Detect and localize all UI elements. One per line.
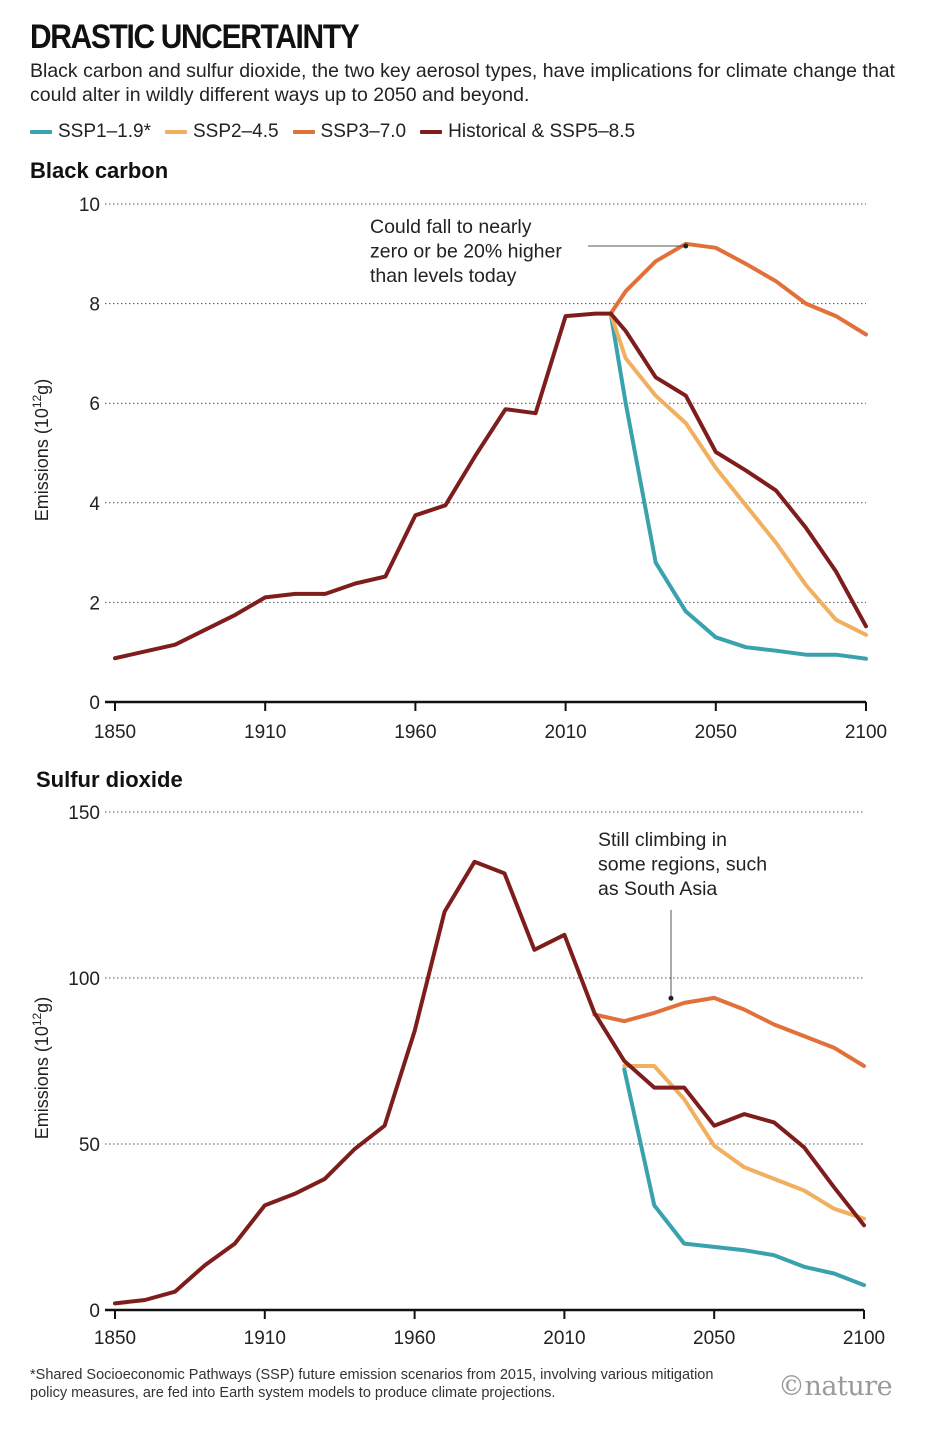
legend-swatch-historical	[420, 130, 443, 134]
chart-bc-annotation-dot	[683, 243, 689, 249]
legend-swatch-ssp3	[292, 130, 315, 134]
chart-so-x-tick-label: 1910	[244, 1328, 286, 1349]
chart-bc-annotation-line: Could fall to nearly	[370, 216, 532, 238]
page-title: DRASTIC UNCERTAINTY	[30, 18, 360, 56]
chart-bc-x-tick-label: 2050	[695, 722, 737, 743]
chart-so-annotation-line: some regions, such	[598, 854, 767, 876]
legend-label-ssp3: SSP3–7.0	[320, 121, 407, 142]
chart-so-x-tick-label: 1960	[393, 1328, 435, 1349]
legend-item-ssp3: SSP3–7.0	[292, 121, 407, 143]
chart-bc-y-tick-label: 0	[89, 693, 100, 714]
chart-bc-y-tick-label: 6	[89, 394, 100, 415]
chart-so-y-tick-label: 0	[89, 1301, 100, 1322]
legend-swatch-ssp1	[30, 130, 52, 134]
chart-bc-x-tick-label: 1910	[244, 722, 286, 743]
chart-bc-x-tick-label: 2100	[845, 722, 887, 743]
so-series-ssp2-line	[622, 1064, 866, 1221]
chart-bc-annotation-line: than levels today	[370, 265, 517, 287]
chart-bc-annotation-text: Could fall to nearly zero or be 20% highe…	[370, 216, 562, 287]
bc-series-ssp3-line	[608, 241, 868, 337]
bc-series-ssp1-line	[608, 311, 868, 661]
nature-logo: ©nature	[778, 1371, 893, 1402]
chart-so-y-tick-label: 100	[68, 969, 100, 990]
so-series-ssp3-line	[592, 995, 866, 1068]
chart-bc-y-tick-label: 4	[89, 494, 100, 515]
chart-bc-x-tick-label: 2010	[544, 722, 586, 743]
chart-bc-y-tick-label: 10	[79, 195, 100, 216]
chart-bc-y-tick-label: 8	[89, 295, 100, 316]
legend-swatch-ssp2	[164, 130, 187, 134]
so-series-hist-line	[113, 859, 866, 1306]
chart-so-annotation-dot	[668, 995, 674, 1001]
chart-bc-y-axis-title: Emissions (1012g)	[30, 379, 52, 521]
chart-so-y-tick-label: 50	[79, 1135, 100, 1156]
footnote: *Shared Socioeconomic Pathways (SSP) fut…	[30, 1367, 714, 1401]
chart-so-x-tick-label: 1850	[94, 1328, 136, 1349]
chart-bc-y-tick-label: 2	[89, 593, 100, 614]
chart-bc-x-tick-label: 1850	[94, 722, 136, 743]
chart-so-y-tick-label: 150	[68, 803, 100, 824]
chart-so-x-tick-label: 2050	[693, 1328, 735, 1349]
legend-item-ssp1: SSP1–1.9*	[30, 121, 151, 143]
legend-item-ssp2: SSP2–4.5	[164, 121, 279, 143]
sulfur-dioxide-chart-title: Sulfur dioxide	[36, 767, 183, 792]
so-series-ssp1-line	[622, 1067, 866, 1288]
chart-so-annotation-line: Still climbing in	[598, 829, 727, 851]
black-carbon-chart: 0 2 4 6 8 10 1850 1910 1960 2010 2050 2100 Emissions…	[30, 195, 887, 743]
legend-label-ssp1: SSP1–1.9*	[58, 121, 151, 142]
sulfur-dioxide-chart: 0 50 100 150 1850 1910 1960 2010 2050 2100 Emissio…	[30, 803, 885, 1349]
legend-label-historical: Historical & SSP5–8.5	[448, 121, 636, 142]
chart-so-annotation-line: as South Asia	[598, 878, 717, 900]
chart-so-x-tick-label: 2100	[843, 1328, 885, 1349]
bc-series-ssp2-line	[608, 311, 868, 637]
chart-bc-x-tick-label: 1960	[394, 722, 436, 743]
subtitle: Black carbon and sulfur dioxide, the two…	[30, 60, 895, 106]
legend-item-historical: Historical & SSP5–8.5	[420, 121, 635, 143]
legend-label-ssp2: SSP2–4.5	[192, 121, 279, 142]
chart-bc-annotation-line: zero or be 20% higher	[370, 241, 562, 263]
bc-series-hist-line	[113, 311, 868, 661]
chart-so-x-tick-label: 2010	[543, 1328, 585, 1349]
chart-so-annotation-text: Still climbing in some regions, such as So…	[598, 829, 767, 900]
chart-so-y-axis-title: Emissions (1012g)	[30, 997, 52, 1139]
black-carbon-chart-title: Black carbon	[30, 158, 169, 183]
legend: SSP1–1.9* SSP2–4.5 SSP3–7.0 Historical &…	[30, 121, 649, 143]
